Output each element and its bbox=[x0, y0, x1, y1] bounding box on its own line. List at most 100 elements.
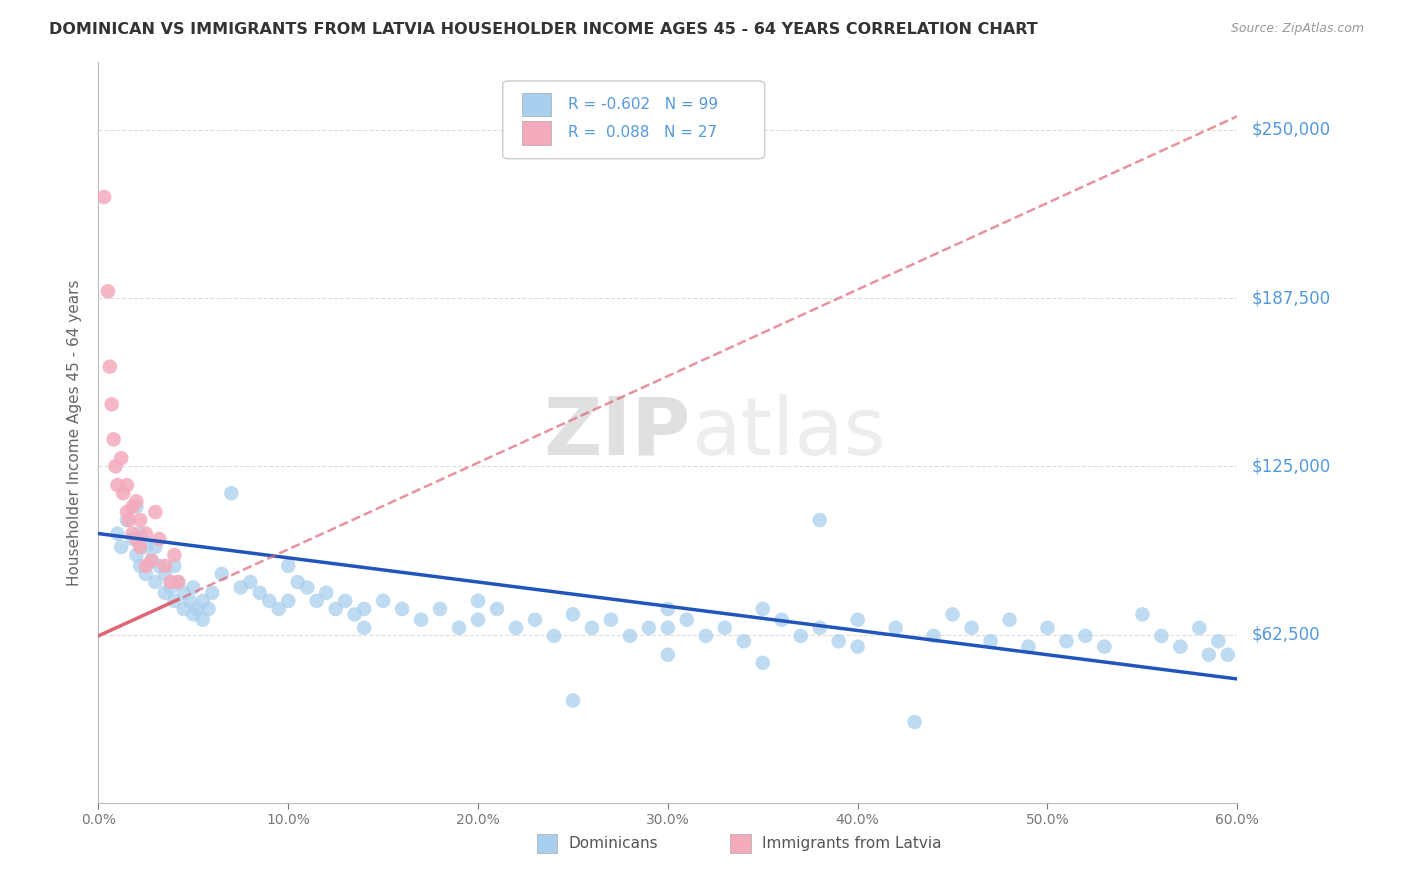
Point bbox=[335, 594, 357, 608]
Text: Source: ZipAtlas.com: Source: ZipAtlas.com bbox=[1230, 22, 1364, 36]
Point bbox=[733, 634, 755, 648]
FancyBboxPatch shape bbox=[503, 81, 765, 159]
Point bbox=[1074, 629, 1097, 643]
Point bbox=[148, 532, 170, 546]
Point bbox=[135, 566, 157, 581]
Point bbox=[183, 581, 205, 595]
Point bbox=[752, 602, 775, 616]
Point bbox=[790, 629, 813, 643]
Point bbox=[524, 613, 547, 627]
Text: $250,000: $250,000 bbox=[1251, 120, 1330, 139]
Point bbox=[979, 634, 1001, 648]
Point bbox=[121, 532, 143, 546]
Point bbox=[125, 548, 148, 562]
Point bbox=[1198, 648, 1220, 662]
Point bbox=[125, 500, 148, 514]
Point bbox=[325, 602, 347, 616]
Point bbox=[1132, 607, 1154, 622]
Point bbox=[186, 602, 208, 616]
Point bbox=[543, 629, 565, 643]
Point bbox=[846, 640, 869, 654]
Point bbox=[371, 594, 394, 608]
Point bbox=[305, 594, 328, 608]
Point bbox=[97, 285, 120, 299]
Point bbox=[129, 526, 152, 541]
Point bbox=[581, 621, 603, 635]
Point bbox=[467, 613, 489, 627]
Point bbox=[638, 621, 661, 635]
Point bbox=[676, 613, 699, 627]
Point bbox=[277, 558, 299, 573]
Point bbox=[1056, 634, 1078, 648]
Point bbox=[904, 714, 927, 729]
Point bbox=[267, 602, 290, 616]
Point bbox=[1208, 634, 1230, 648]
Point bbox=[112, 486, 135, 500]
Point bbox=[1094, 640, 1116, 654]
Point bbox=[1216, 648, 1239, 662]
Point bbox=[115, 505, 138, 519]
Point bbox=[135, 526, 157, 541]
Point bbox=[145, 540, 167, 554]
Point bbox=[183, 607, 205, 622]
Point bbox=[657, 648, 679, 662]
Point bbox=[167, 575, 190, 590]
Point bbox=[103, 433, 125, 447]
Point bbox=[163, 558, 186, 573]
Point bbox=[191, 613, 214, 627]
Point bbox=[173, 586, 195, 600]
Point bbox=[121, 500, 143, 514]
Point bbox=[1170, 640, 1192, 654]
Point bbox=[1188, 621, 1211, 635]
Point bbox=[125, 532, 148, 546]
Point bbox=[391, 602, 413, 616]
Point bbox=[110, 451, 132, 466]
FancyBboxPatch shape bbox=[522, 121, 551, 145]
Point bbox=[942, 607, 965, 622]
Point bbox=[98, 359, 121, 374]
Point bbox=[115, 478, 138, 492]
Point bbox=[922, 629, 945, 643]
Point bbox=[141, 553, 163, 567]
Point bbox=[449, 621, 471, 635]
Point bbox=[752, 656, 775, 670]
Point bbox=[129, 513, 152, 527]
Point bbox=[808, 513, 831, 527]
Point bbox=[129, 558, 152, 573]
Text: $125,000: $125,000 bbox=[1251, 458, 1330, 475]
Point bbox=[277, 594, 299, 608]
Point bbox=[486, 602, 509, 616]
Point bbox=[884, 621, 907, 635]
Point bbox=[115, 513, 138, 527]
Point bbox=[221, 486, 243, 500]
Point bbox=[100, 397, 122, 411]
Point bbox=[173, 602, 195, 616]
Point bbox=[808, 621, 831, 635]
Point bbox=[153, 586, 176, 600]
Text: $62,500: $62,500 bbox=[1251, 625, 1320, 643]
Point bbox=[211, 566, 233, 581]
Point bbox=[695, 629, 717, 643]
Point bbox=[125, 494, 148, 508]
Point bbox=[1150, 629, 1173, 643]
Point bbox=[259, 594, 281, 608]
Point bbox=[657, 621, 679, 635]
FancyBboxPatch shape bbox=[522, 93, 551, 117]
Point bbox=[167, 575, 190, 590]
Y-axis label: Householder Income Ages 45 - 64 years: Householder Income Ages 45 - 64 years bbox=[67, 279, 83, 586]
Point bbox=[121, 526, 143, 541]
Point bbox=[159, 575, 181, 590]
Point bbox=[297, 581, 319, 595]
Point bbox=[107, 478, 129, 492]
Point bbox=[353, 621, 375, 635]
Point bbox=[129, 540, 152, 554]
Point bbox=[562, 607, 585, 622]
FancyBboxPatch shape bbox=[731, 834, 751, 853]
Point bbox=[343, 607, 366, 622]
Point bbox=[145, 575, 167, 590]
Text: DOMINICAN VS IMMIGRANTS FROM LATVIA HOUSEHOLDER INCOME AGES 45 - 64 YEARS CORREL: DOMINICAN VS IMMIGRANTS FROM LATVIA HOUS… bbox=[49, 22, 1038, 37]
Point bbox=[315, 586, 337, 600]
Point bbox=[141, 553, 163, 567]
Point bbox=[118, 513, 141, 527]
Point bbox=[619, 629, 641, 643]
